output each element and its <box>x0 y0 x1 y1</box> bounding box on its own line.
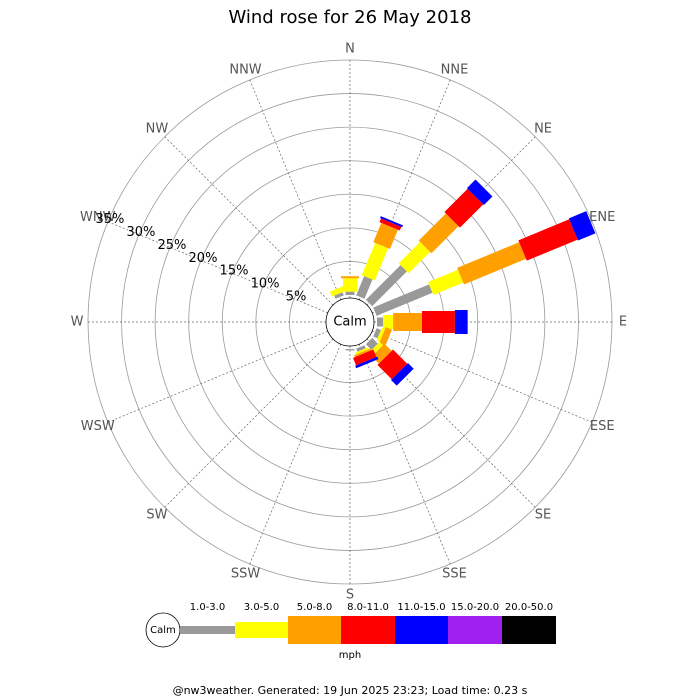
direction-label: WNW <box>80 210 116 225</box>
legend-unit: mph <box>339 650 361 661</box>
calm-circle <box>325 297 375 347</box>
legend-label: 15.0-20.0 <box>451 602 499 613</box>
legend-swatch <box>502 616 556 644</box>
direction-label: N <box>345 42 355 57</box>
ring-label: 20% <box>189 251 218 266</box>
wind-bar <box>352 349 377 366</box>
wind-bar <box>428 269 464 296</box>
legend-label: 3.0-5.0 <box>244 602 279 613</box>
wind-bar <box>378 327 393 347</box>
grid-ring <box>221 193 479 451</box>
direction-label: NNE <box>441 62 469 77</box>
legend-label: 1.0-3.0 <box>190 602 225 613</box>
wind-bar <box>373 222 398 250</box>
legend-swatch <box>395 616 448 644</box>
wind-bar <box>568 211 596 241</box>
legend-swatch <box>341 616 395 644</box>
ring-label: 10% <box>251 276 280 291</box>
direction-label: S <box>346 588 354 603</box>
footer: @nw3weather. Generated: 19 Jun 2025 23:2… <box>173 684 528 697</box>
wind-bar <box>343 278 357 292</box>
ring-label: 30% <box>127 225 156 240</box>
direction-label: SE <box>535 508 551 523</box>
wind-bar <box>377 317 384 327</box>
wind-bar <box>356 345 366 352</box>
wind-bar <box>373 284 433 316</box>
wind-bar <box>345 291 355 295</box>
wind-bar <box>454 310 468 334</box>
legend-label: 20.0-50.0 <box>505 602 553 613</box>
wind-bar <box>361 242 389 281</box>
ring-label: 25% <box>158 238 187 253</box>
wind-bar <box>383 315 394 329</box>
calm-label: Calm <box>333 315 366 330</box>
wind-bar <box>421 311 455 333</box>
direction-label: NW <box>146 121 169 136</box>
wind-bar <box>329 286 345 297</box>
legend-swatch <box>235 622 288 638</box>
wind-bar <box>380 216 404 228</box>
direction-label: SW <box>146 508 167 523</box>
direction-label: E <box>619 315 627 330</box>
direction-label: W <box>71 315 84 330</box>
legend-label: 8.0-11.0 <box>347 602 389 613</box>
wind-bar <box>356 276 373 299</box>
wind-bar <box>341 276 359 279</box>
wind-bar <box>355 356 379 369</box>
wind-bar <box>379 218 402 231</box>
wind-bar <box>376 327 386 342</box>
wind-bar <box>354 348 372 358</box>
wind-bar <box>418 213 459 254</box>
wind-bar <box>365 265 407 307</box>
legend-calm-label: Calm <box>150 625 176 636</box>
direction-label: ESE <box>590 419 615 434</box>
legend-label: 5.0-8.0 <box>297 602 332 613</box>
direction-label: SSW <box>231 567 261 582</box>
direction-label: ENE <box>589 210 615 225</box>
wind-bar <box>398 241 431 274</box>
wind-bar <box>377 349 408 380</box>
wind-bar <box>355 347 369 355</box>
legend-swatch <box>448 616 502 644</box>
ring-label: 35% <box>95 212 124 227</box>
direction-label: NE <box>534 121 552 136</box>
direction-label: WSW <box>81 419 115 434</box>
legend-swatch <box>180 626 235 634</box>
wind-bar <box>390 362 414 386</box>
wind-bar <box>457 242 527 285</box>
wind-bar <box>444 188 484 228</box>
legend-label: 11.0-15.0 <box>397 602 445 613</box>
wind-bar <box>466 179 493 206</box>
ring-label: 5% <box>286 289 307 304</box>
direction-label: NNW <box>229 62 261 77</box>
chart-title: Wind rose for 26 May 2018 <box>229 7 472 28</box>
grid-ring <box>154 126 546 518</box>
direction-label: SSE <box>442 567 467 582</box>
legend-swatch <box>288 616 341 644</box>
wind-bar <box>345 349 355 351</box>
wind-bar <box>518 219 578 261</box>
wind-bar <box>373 328 382 339</box>
wind-bar <box>334 292 344 299</box>
ring-label: 15% <box>220 264 249 279</box>
wind-bar <box>365 337 378 350</box>
wind-bar <box>393 313 422 331</box>
